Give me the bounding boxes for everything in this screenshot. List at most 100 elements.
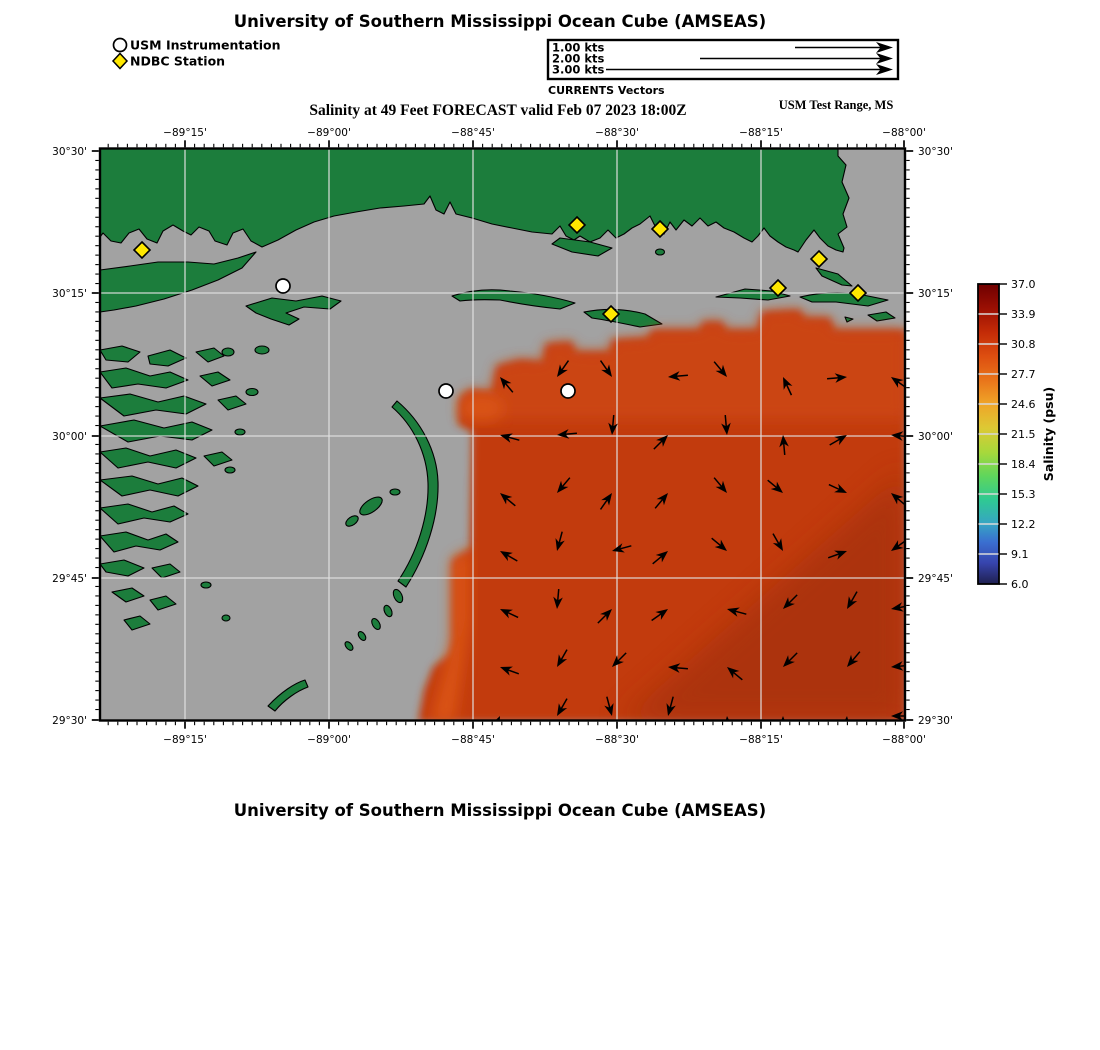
usm-instrumentation-legend-label: USM Instrumentation bbox=[130, 38, 281, 53]
current-vector-arrow bbox=[500, 666, 520, 676]
current-vector-arrow bbox=[827, 550, 847, 560]
current-vector-arrow bbox=[721, 415, 731, 435]
ndbc-station-marker bbox=[132, 240, 152, 260]
ndbc-station-marker bbox=[567, 215, 587, 235]
usm-instrumentation-marker bbox=[560, 383, 576, 399]
x-axis-label-top: −89°00' bbox=[307, 127, 351, 139]
y-axis-label-left: 29°30' bbox=[52, 715, 87, 727]
salinity-field-bright-patch bbox=[460, 394, 504, 422]
current-vector-arrow bbox=[553, 589, 563, 609]
ndbc-station-marker bbox=[809, 249, 829, 269]
x-axis-label-bottom: −89°00' bbox=[307, 734, 351, 746]
y-axis-label-left: 30°30' bbox=[52, 146, 87, 158]
current-vector-arrow bbox=[654, 493, 668, 509]
current-vector-arrow bbox=[597, 609, 612, 624]
current-vector-arrow bbox=[767, 479, 783, 493]
land-dauphin-west-sliver bbox=[815, 267, 853, 287]
current-vector-arrow bbox=[500, 609, 519, 619]
current-vector-arrow bbox=[490, 716, 500, 721]
y-axis-label-right: 30°00' bbox=[918, 431, 953, 443]
current-vector-arrow bbox=[891, 538, 905, 551]
ndbc-station-marker bbox=[650, 219, 670, 239]
x-axis-label-top: −88°30' bbox=[595, 127, 639, 139]
stations-layer bbox=[132, 215, 868, 399]
y-axis-label-right: 30°15' bbox=[918, 288, 953, 300]
current-vector-arrow bbox=[557, 360, 570, 377]
island-cat bbox=[245, 295, 342, 326]
currents-legend-row-label: 1.00 kts bbox=[552, 41, 605, 55]
current-vector-arrow bbox=[612, 652, 627, 667]
current-vector-arrow bbox=[557, 429, 577, 439]
current-vector-arrow bbox=[772, 533, 783, 551]
x-axis-label-bottom: −88°00' bbox=[882, 734, 926, 746]
current-vector-arrow bbox=[828, 483, 847, 493]
current-vector-arrow bbox=[891, 711, 905, 721]
current-vector-arrow bbox=[713, 361, 727, 377]
island-fragment bbox=[844, 316, 854, 323]
current-vector-arrow bbox=[713, 477, 727, 493]
colorbar-tick-label: 6.0 bbox=[1011, 578, 1029, 591]
current-vector-arrow bbox=[557, 649, 568, 667]
current-vector-arrow bbox=[827, 373, 847, 383]
island-ship bbox=[451, 289, 576, 310]
current-vector-arrow bbox=[557, 477, 571, 493]
x-axis-label-top: −88°15' bbox=[739, 127, 783, 139]
current-vector-arrow bbox=[653, 435, 668, 450]
current-vector-arrow bbox=[783, 652, 798, 667]
colorbar-tick-label: 9.1 bbox=[1011, 548, 1029, 561]
page-title: University of Southern Mississippi Ocean… bbox=[234, 12, 766, 31]
current-vector-arrow bbox=[500, 551, 518, 562]
current-vector-arrow bbox=[500, 433, 520, 443]
current-vector-arrow bbox=[847, 651, 861, 667]
y-axis-label-right: 29°30' bbox=[918, 715, 953, 727]
colorbar-tick-label: 18.4 bbox=[1011, 458, 1036, 471]
current-vector-arrow bbox=[847, 591, 858, 609]
colorbar-tick-label: 37.0 bbox=[1011, 278, 1036, 291]
ndbc-station-marker bbox=[848, 283, 868, 303]
land-deer-island bbox=[551, 237, 613, 257]
island-dauphin-east bbox=[867, 311, 896, 322]
colorbar-title: Salinity (psu) bbox=[1041, 387, 1056, 481]
colorbar-tick-label: 24.6 bbox=[1011, 398, 1036, 411]
land-spit bbox=[100, 251, 257, 313]
x-axis-label-top: −89°15' bbox=[163, 127, 207, 139]
colorbar-tick-label: 33.9 bbox=[1011, 308, 1036, 321]
chandeleur-islands bbox=[267, 400, 439, 712]
currents-legend-caption: CURRENTS Vectors bbox=[548, 84, 665, 97]
colorbar-tick-label: 30.8 bbox=[1011, 338, 1036, 351]
y-axis-label-right: 30°30' bbox=[918, 146, 953, 158]
ndbc-station-marker bbox=[768, 278, 788, 298]
x-axis-label-bottom: −88°45' bbox=[451, 734, 495, 746]
salinity-field-bright-edge bbox=[430, 548, 470, 721]
x-axis-label-top: −88°00' bbox=[882, 127, 926, 139]
current-vector-arrow bbox=[608, 415, 618, 435]
salinity-field-dark-patch bbox=[621, 470, 905, 721]
currents-legend-row-label: 3.00 kts bbox=[552, 63, 605, 77]
ndbc-station-marker bbox=[601, 304, 621, 324]
y-axis-label-left: 29°45' bbox=[52, 573, 87, 585]
current-vector-arrow bbox=[604, 696, 614, 716]
ndbc-station-legend-label: NDBC Station bbox=[130, 54, 225, 69]
axis-tick-labels: −89°15' −89°15' −89°00' −89°00' −88°45' −88°4… bbox=[52, 127, 953, 746]
current-vector-arrow bbox=[891, 377, 905, 390]
current-vector-arrow bbox=[557, 698, 568, 716]
x-axis-label-top: −88°45' bbox=[451, 127, 495, 139]
footer-title: University of Southern Mississippi Ocean… bbox=[234, 801, 766, 820]
currents-legend-arrow-head bbox=[876, 42, 893, 53]
currents-legend-arrow-head bbox=[876, 53, 893, 64]
current-vector-arrow bbox=[500, 377, 514, 393]
current-vector-arrow bbox=[612, 543, 632, 553]
current-vector-arrow bbox=[727, 607, 747, 617]
current-vector-arrow bbox=[711, 537, 727, 551]
marker-legend: USM Instrumentation NDBC Station bbox=[111, 38, 281, 70]
y-axis-label-left: 30°15' bbox=[52, 288, 87, 300]
map-frame bbox=[98, 147, 907, 722]
current-vector-arrow bbox=[668, 663, 688, 673]
y-axis-label-left: 30°00' bbox=[52, 431, 87, 443]
current-vector-arrow bbox=[829, 435, 847, 446]
colorbar-tick-label: 15.3 bbox=[1011, 488, 1036, 501]
current-vector-arrow bbox=[652, 551, 668, 565]
marsh-cluster bbox=[100, 345, 270, 631]
map-canvas bbox=[100, 148, 905, 721]
colorbar-tick-label: 21.5 bbox=[1011, 428, 1036, 441]
